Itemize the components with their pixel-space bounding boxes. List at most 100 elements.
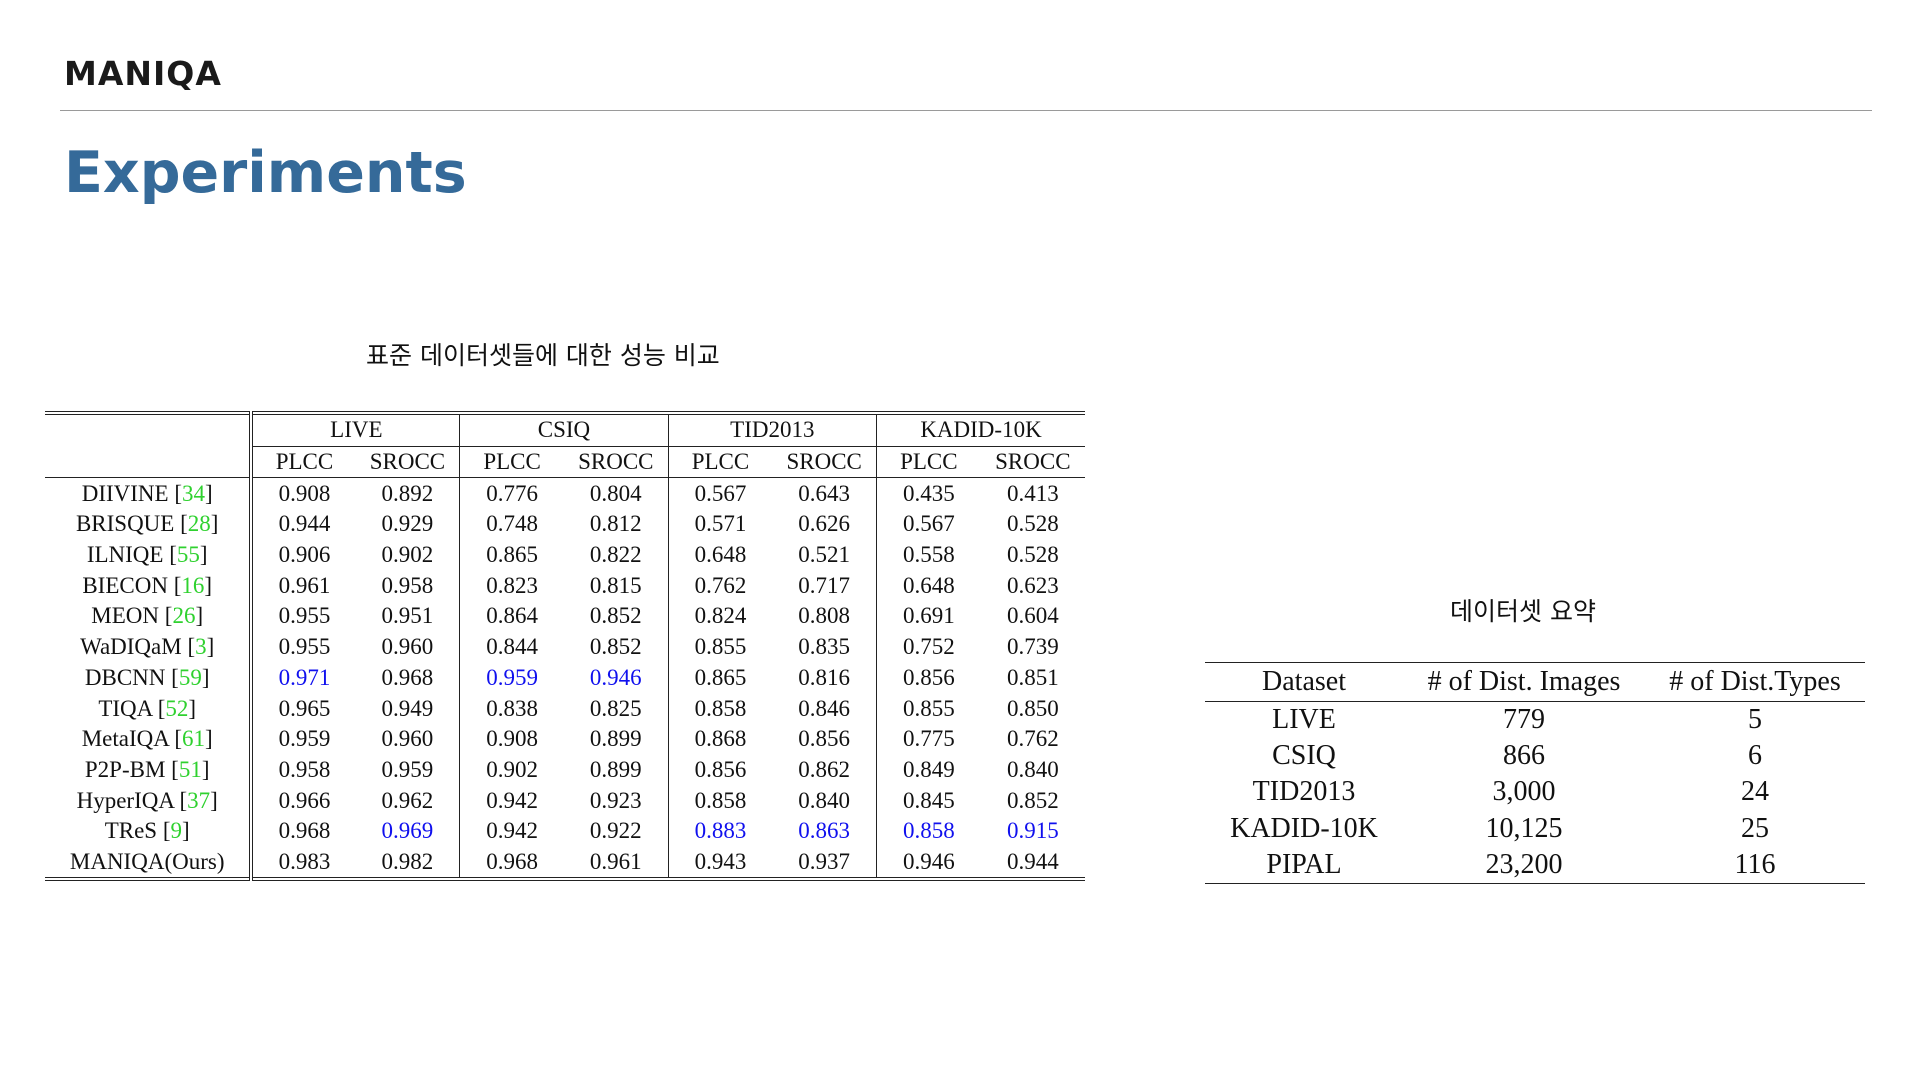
score-cell: 0.922: [589, 818, 642, 844]
score-cell: 0.623: [1006, 572, 1059, 598]
table-row: DIIVINE [34] 0.908 0.892 0.776 0.804 0.567 0.6…: [45, 477, 1085, 510]
method-name: HyperIQA: [76, 787, 174, 813]
metric-header-row: PLCC SROCC PLCC SROCC PLCC SROCC PLCC SR…: [45, 446, 1085, 479]
summary-cell: LIVE: [1272, 704, 1336, 736]
score-cell: 0.812: [589, 511, 642, 537]
score-cell: 0.851: [1006, 664, 1059, 690]
score-cell: 0.567: [876, 509, 981, 540]
summary-cell: 10,125: [1485, 812, 1563, 844]
method-cell: TIQA [52]: [45, 693, 254, 724]
score-cell: 0.852: [589, 634, 642, 660]
method-cell: DBCNN [59]: [45, 662, 254, 694]
score-cell: 0.521: [798, 542, 851, 568]
summary-cell: 116: [1734, 848, 1776, 880]
summary-cell: 3,000: [1492, 776, 1556, 808]
score-cell: 0.762: [667, 570, 773, 602]
score-cell: 0.971: [278, 664, 331, 690]
method-cell: BRISQUE [28]: [45, 509, 254, 540]
score-cell: 0.846: [798, 695, 851, 721]
score-cell: 0.951: [381, 603, 434, 629]
table-row: HyperIQA [37] 0.966 0.962 0.942 0.923 0.858 0.…: [45, 785, 1085, 816]
score-cell: 0.840: [798, 787, 851, 813]
score-cell: 0.915: [1006, 818, 1059, 844]
score-cell: 0.815: [589, 572, 642, 598]
score-cell: 0.864: [459, 601, 564, 632]
metric-header: PLCC: [667, 446, 773, 479]
score-cell: 0.825: [589, 695, 642, 721]
score-cell: 0.942: [459, 785, 564, 816]
method-cell: MANIQA(Ours): [45, 846, 254, 880]
method-name: WaDIQaM: [80, 634, 182, 660]
score-cell: 0.855: [667, 631, 773, 663]
score-cell: 0.845: [876, 785, 981, 816]
summary-cell: CSIQ: [1272, 740, 1336, 772]
score-cell: 0.944: [1006, 848, 1059, 874]
summary-cell: TID2013: [1252, 776, 1356, 808]
corner-cell: [45, 446, 254, 479]
method-name: TIQA: [98, 695, 152, 721]
score-cell: 0.858: [667, 785, 773, 816]
citation-ref: 16: [181, 572, 205, 598]
summary-cell: 24: [1741, 776, 1769, 808]
summary-header: # of Dist.Types: [1645, 662, 1865, 702]
header-divider: [60, 110, 1872, 111]
score-cell: 0.949: [381, 695, 434, 721]
score-cell: 0.968: [278, 818, 331, 844]
score-cell: 0.906: [278, 542, 331, 568]
metric-header: SROCC: [980, 446, 1085, 479]
corner-cell: [45, 413, 254, 447]
score-cell: 0.960: [381, 634, 434, 660]
dataset-header: KADID-10K: [876, 413, 1085, 447]
summary-cell: PIPAL: [1266, 848, 1342, 880]
score-cell: 0.982: [381, 848, 434, 874]
score-cell: 0.648: [667, 539, 773, 571]
method-cell: MEON [26]: [45, 601, 254, 632]
score-cell: 0.435: [876, 477, 981, 510]
summary-cell: 25: [1741, 812, 1769, 844]
table-row: MANIQA(Ours) 0.983 0.982 0.968 0.961 0.943 0.9…: [45, 846, 1085, 880]
method-cell: TReS [9]: [45, 815, 254, 847]
citation-ref: 28: [187, 511, 211, 537]
summary-row: LIVE 779 5: [1205, 702, 1865, 739]
citation-ref: 52: [165, 695, 189, 721]
score-cell: 0.946: [589, 664, 642, 690]
score-cell: 0.942: [459, 815, 564, 847]
score-cell: 0.856: [798, 726, 851, 752]
score-cell: 0.643: [798, 480, 851, 506]
score-cell: 0.929: [381, 511, 434, 537]
summary-table: Dataset # of Dist. Images # of Dist.Type…: [1205, 662, 1865, 884]
citation-ref: 34: [182, 480, 205, 506]
citation-ref: 61: [182, 726, 205, 752]
score-cell: 0.944: [278, 511, 331, 537]
score-cell: 0.816: [798, 664, 851, 690]
score-cell: 0.969: [381, 818, 434, 844]
score-cell: 0.959: [278, 726, 331, 752]
summary-caption: 데이터셋 요약: [1450, 597, 1596, 626]
metric-header: PLCC: [459, 446, 564, 479]
score-cell: 0.943: [667, 846, 773, 880]
score-cell: 0.835: [798, 634, 851, 660]
score-cell: 0.528: [1006, 542, 1059, 568]
metric-header: SROCC: [563, 446, 669, 479]
score-cell: 0.762: [1006, 726, 1059, 752]
score-cell: 0.899: [589, 726, 642, 752]
method-name: BRISQUE: [75, 511, 175, 537]
method-name: MEON: [91, 603, 160, 629]
score-cell: 0.571: [667, 509, 773, 540]
summary-header: Dataset: [1205, 662, 1403, 702]
score-cell: 0.958: [381, 572, 434, 598]
table-row: MetaIQA [61] 0.959 0.960 0.908 0.899 0.868 0.8…: [45, 723, 1085, 755]
score-cell: 0.558: [876, 539, 981, 571]
method-name: DIIVINE: [81, 480, 169, 506]
score-cell: 0.965: [278, 695, 331, 721]
method-cell: MetaIQA [61]: [45, 723, 254, 755]
score-cell: 0.862: [798, 756, 851, 782]
score-cell: 0.902: [459, 754, 564, 786]
score-cell: 0.899: [589, 756, 642, 782]
score-cell: 0.824: [667, 601, 773, 632]
score-cell: 0.908: [459, 723, 564, 755]
metric-header: SROCC: [772, 446, 877, 479]
score-cell: 0.691: [876, 601, 981, 632]
score-cell: 0.863: [798, 818, 851, 844]
dataset-header-row: LIVE CSIQ TID2013 KADID-10K: [45, 413, 1085, 447]
